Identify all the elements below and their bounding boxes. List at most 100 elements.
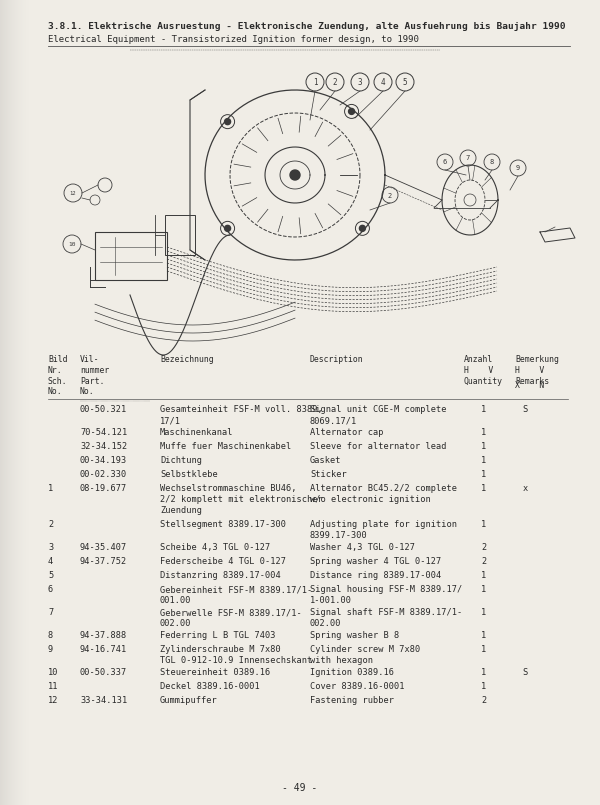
Circle shape bbox=[224, 118, 230, 125]
Bar bbox=[165, 215, 195, 255]
Text: 5: 5 bbox=[403, 78, 407, 87]
Bar bbox=[22, 0, 23, 805]
Circle shape bbox=[349, 109, 355, 114]
Bar bbox=[26, 0, 27, 805]
Text: 94-37.752: 94-37.752 bbox=[80, 557, 127, 566]
Text: S: S bbox=[523, 405, 527, 414]
Bar bbox=[1, 0, 2, 805]
Text: Gebereinheit FSF-M 8389.17/1-
001.00: Gebereinheit FSF-M 8389.17/1- 001.00 bbox=[160, 585, 312, 605]
Text: 1: 1 bbox=[313, 78, 317, 87]
Text: 1: 1 bbox=[481, 484, 487, 493]
Bar bbox=[11, 0, 12, 805]
Text: Cylinder screw M 7x80
with hexagon: Cylinder screw M 7x80 with hexagon bbox=[310, 645, 420, 665]
Bar bbox=[8, 0, 9, 805]
Text: 32-34.152: 32-34.152 bbox=[80, 442, 127, 451]
Text: Scheibe 4,3 TGL 0-127: Scheibe 4,3 TGL 0-127 bbox=[160, 543, 270, 552]
Bar bbox=[28, 0, 29, 805]
Text: 94-16.741: 94-16.741 bbox=[80, 645, 127, 654]
Bar bbox=[15, 0, 16, 805]
Bar bbox=[24, 0, 25, 805]
Text: Signal shaft FSF-M 8389.17/1-
002.00: Signal shaft FSF-M 8389.17/1- 002.00 bbox=[310, 608, 462, 628]
Text: Maschinenkanal: Maschinenkanal bbox=[160, 428, 233, 437]
Text: Signal housing FSF-M 8389.17/
1-001.00: Signal housing FSF-M 8389.17/ 1-001.00 bbox=[310, 585, 462, 605]
Text: Federring L B TGL 7403: Federring L B TGL 7403 bbox=[160, 631, 275, 640]
Text: Ignition 0389.16: Ignition 0389.16 bbox=[310, 668, 394, 677]
Text: 1: 1 bbox=[481, 571, 487, 580]
Bar bbox=[16, 0, 17, 805]
Text: 00-50.337: 00-50.337 bbox=[80, 668, 127, 677]
Text: Deckel 8389.16-0001: Deckel 8389.16-0001 bbox=[160, 682, 260, 691]
Text: 2: 2 bbox=[481, 696, 487, 705]
Bar bbox=[12, 0, 13, 805]
Bar bbox=[13, 0, 14, 805]
Text: 10: 10 bbox=[48, 668, 59, 677]
Text: Bezeichnung: Bezeichnung bbox=[160, 355, 214, 364]
Text: 10: 10 bbox=[68, 242, 76, 247]
Text: 1: 1 bbox=[481, 608, 487, 617]
Text: 1: 1 bbox=[481, 631, 487, 640]
Text: 1: 1 bbox=[48, 484, 53, 493]
Text: 12: 12 bbox=[48, 696, 59, 705]
Text: Bild
Nr.
Sch.
No.: Bild Nr. Sch. No. bbox=[48, 355, 67, 396]
Bar bbox=[3, 0, 4, 805]
Text: Alternator BC45.2/2 complete
w/o electronic ignition: Alternator BC45.2/2 complete w/o electro… bbox=[310, 484, 457, 504]
Text: 94-37.888: 94-37.888 bbox=[80, 631, 127, 640]
Text: - 49 -: - 49 - bbox=[283, 783, 317, 793]
Bar bbox=[5, 0, 6, 805]
Text: Spring washer 4 TGL 0-127: Spring washer 4 TGL 0-127 bbox=[310, 557, 441, 566]
Bar bbox=[29, 0, 30, 805]
Text: 11: 11 bbox=[48, 682, 59, 691]
Circle shape bbox=[290, 170, 300, 180]
Text: Federscheibe 4 TGL 0-127: Federscheibe 4 TGL 0-127 bbox=[160, 557, 286, 566]
Circle shape bbox=[359, 225, 365, 231]
Text: 2: 2 bbox=[332, 78, 337, 87]
Text: Washer 4,3 TGL 0-127: Washer 4,3 TGL 0-127 bbox=[310, 543, 415, 552]
Text: Gasket: Gasket bbox=[310, 456, 341, 465]
Text: 1: 1 bbox=[481, 645, 487, 654]
Text: Distance ring 8389.17-004: Distance ring 8389.17-004 bbox=[310, 571, 441, 580]
Text: Distanzring 8389.17-004: Distanzring 8389.17-004 bbox=[160, 571, 281, 580]
Text: S: S bbox=[523, 668, 527, 677]
Text: 2: 2 bbox=[48, 520, 53, 529]
Text: 9: 9 bbox=[516, 166, 520, 171]
Text: 4: 4 bbox=[48, 557, 53, 566]
Text: 3: 3 bbox=[358, 78, 362, 87]
Bar bbox=[27, 0, 28, 805]
Text: X    N: X N bbox=[515, 381, 544, 390]
Bar bbox=[14, 0, 15, 805]
Text: 4: 4 bbox=[380, 78, 385, 87]
Bar bbox=[7, 0, 8, 805]
Bar bbox=[95, 232, 167, 280]
Text: 7: 7 bbox=[48, 608, 53, 617]
Text: 8: 8 bbox=[490, 159, 494, 166]
Text: 12: 12 bbox=[70, 191, 76, 196]
Bar bbox=[6, 0, 7, 805]
Text: Dichtung: Dichtung bbox=[160, 456, 202, 465]
Text: 1: 1 bbox=[481, 668, 487, 677]
Text: 9: 9 bbox=[48, 645, 53, 654]
Text: Fastening rubber: Fastening rubber bbox=[310, 696, 394, 705]
Text: 1: 1 bbox=[481, 520, 487, 529]
Text: 1: 1 bbox=[481, 456, 487, 465]
Text: 1: 1 bbox=[481, 585, 487, 594]
Text: Spring washer B 8: Spring washer B 8 bbox=[310, 631, 399, 640]
Bar bbox=[2, 0, 3, 805]
Text: 00-34.193: 00-34.193 bbox=[80, 456, 127, 465]
Text: x: x bbox=[523, 484, 527, 493]
Bar bbox=[20, 0, 21, 805]
Bar bbox=[10, 0, 11, 805]
Text: 00-02.330: 00-02.330 bbox=[80, 470, 127, 479]
Text: 08-19.677: 08-19.677 bbox=[80, 484, 127, 493]
Text: 33-34.131: 33-34.131 bbox=[80, 696, 127, 705]
Text: Adjusting plate for ignition
8399.17-300: Adjusting plate for ignition 8399.17-300 bbox=[310, 520, 457, 540]
Bar bbox=[0, 0, 1, 805]
Text: 6: 6 bbox=[48, 585, 53, 594]
Text: 70-54.121: 70-54.121 bbox=[80, 428, 127, 437]
Text: Gesamteinheit FSF-M voll. 8389,
17/1: Gesamteinheit FSF-M voll. 8389, 17/1 bbox=[160, 405, 323, 425]
Bar bbox=[18, 0, 19, 805]
Text: 7: 7 bbox=[466, 155, 470, 162]
Text: 3: 3 bbox=[48, 543, 53, 552]
Text: Zylinderschraube M 7x80
TGL 0-912-10.9 Innensechskant: Zylinderschraube M 7x80 TGL 0-912-10.9 I… bbox=[160, 645, 312, 665]
Text: 5: 5 bbox=[48, 571, 53, 580]
Bar bbox=[19, 0, 20, 805]
